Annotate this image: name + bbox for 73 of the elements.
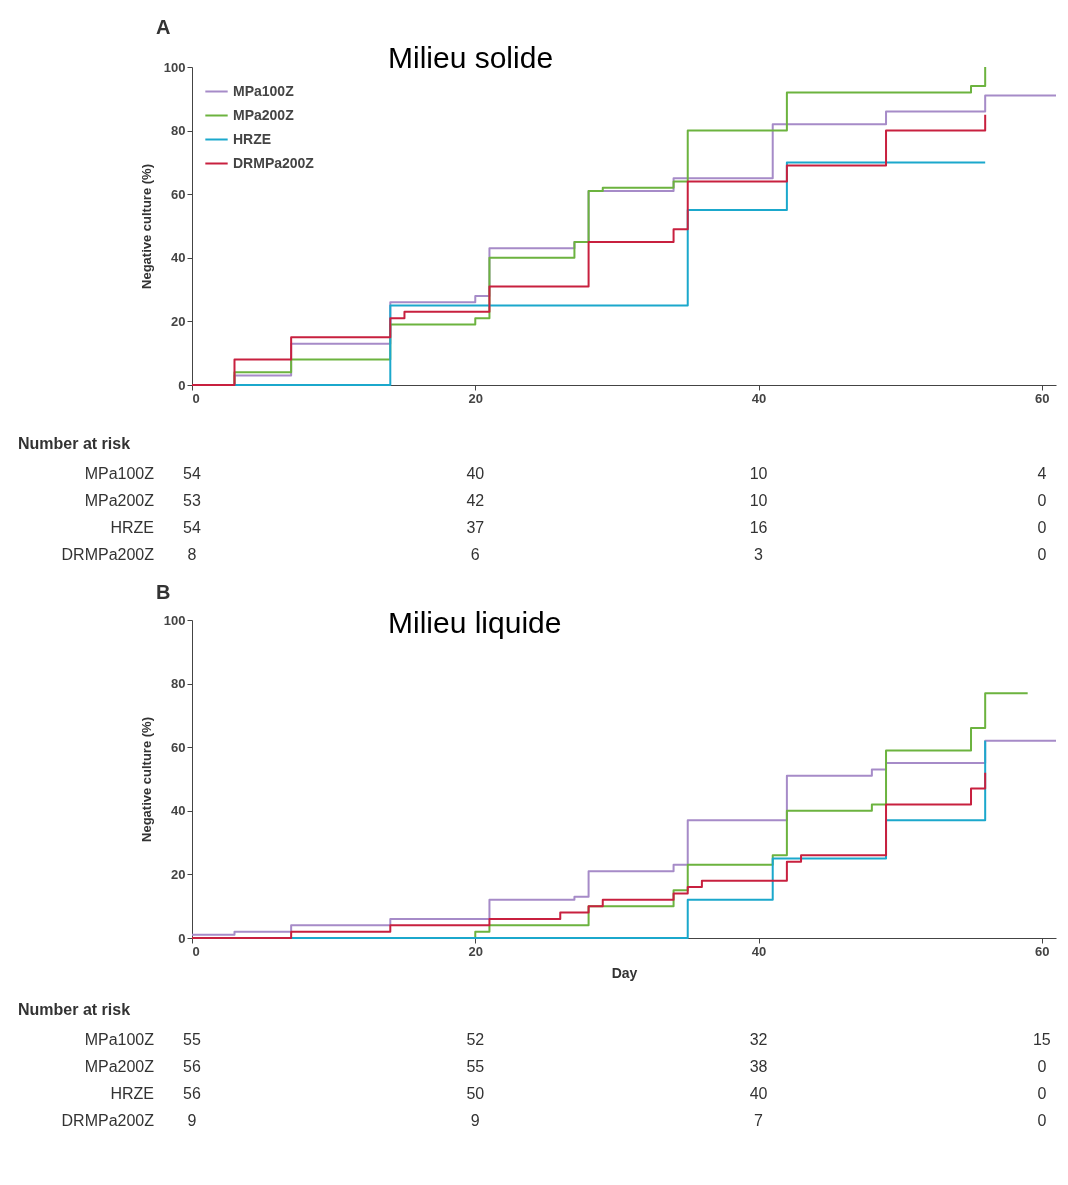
legend-label: MPa200Z: [233, 106, 295, 123]
text: 37: [466, 519, 485, 536]
legend-label: MPa100Z: [233, 82, 295, 99]
text: 0: [1037, 519, 1047, 536]
y-tick-label: 20: [171, 313, 186, 329]
text: 6: [470, 546, 480, 563]
text: 40: [466, 465, 485, 482]
text: 55: [183, 1031, 201, 1048]
text: MPa100Z: [84, 465, 155, 482]
text: 54: [183, 465, 201, 482]
y-tick-label: 40: [171, 803, 186, 819]
text: MPa100Z: [84, 1031, 155, 1048]
x-tick-label: 0: [192, 390, 200, 406]
x-axis-title: Day: [611, 964, 638, 981]
text: 7: [754, 1112, 764, 1129]
text: 3: [754, 546, 764, 563]
text: 10: [749, 492, 768, 509]
chart-subtitle: Milieu solide: [388, 41, 554, 74]
text: 56: [183, 1085, 201, 1102]
x-tick-label: 40: [751, 390, 767, 406]
text: 32: [749, 1031, 768, 1048]
x-tick-label: 60: [1035, 943, 1050, 959]
y-axis-title: Negative culture (%): [138, 164, 154, 289]
text: MPa200Z: [84, 492, 155, 509]
text: DRMPa200Z: [61, 546, 155, 563]
y-tick-label: 60: [171, 186, 186, 202]
text: 0: [1037, 1085, 1047, 1102]
x-tick-label: 40: [751, 943, 767, 959]
x-tick-label: 20: [468, 390, 484, 406]
text: 10: [749, 465, 768, 482]
chart-title: B: [156, 581, 171, 603]
y-tick-label: 100: [163, 612, 186, 628]
text: 0: [1037, 1058, 1047, 1075]
text: HRZE: [110, 519, 154, 536]
text: 52: [466, 1031, 485, 1048]
y-tick-label: 60: [171, 739, 186, 755]
text: Number at risk: [18, 435, 131, 452]
text: 16: [749, 519, 768, 536]
legend-label: DRMPa200Z: [233, 154, 315, 171]
y-axis-title: Negative culture (%): [138, 717, 154, 842]
text: 56: [183, 1058, 201, 1075]
y-tick-label: 0: [178, 377, 186, 393]
y-tick-label: 80: [171, 123, 186, 139]
x-tick-label: 60: [1035, 390, 1050, 406]
text: 38: [749, 1058, 768, 1075]
y-tick-label: 80: [171, 676, 186, 692]
text: MPa200Z: [84, 1058, 155, 1075]
text: 42: [466, 492, 485, 509]
y-tick-label: 0: [178, 930, 186, 946]
y-tick-label: 40: [171, 250, 186, 266]
text: 0: [1037, 1112, 1047, 1129]
text: 0: [1037, 546, 1047, 563]
text: HRZE: [110, 1085, 154, 1102]
x-tick-label: 0: [192, 943, 200, 959]
text: 55: [466, 1058, 485, 1075]
text: 53: [183, 492, 201, 509]
text: 40: [749, 1085, 768, 1102]
text: 9: [187, 1112, 197, 1129]
text: 8: [187, 546, 197, 563]
text: Number at risk: [18, 1001, 131, 1018]
x-tick-label: 20: [468, 943, 484, 959]
chart-title: A: [156, 16, 171, 38]
chart-subtitle: Milieu liquide: [388, 606, 562, 639]
legend-label: HRZE: [233, 130, 272, 147]
text: 54: [183, 519, 201, 536]
text: 4: [1037, 465, 1047, 482]
text: 50: [466, 1085, 485, 1102]
text: 0: [1037, 492, 1047, 509]
y-tick-label: 100: [163, 59, 186, 75]
y-tick-label: 20: [171, 866, 186, 882]
text: 15: [1032, 1031, 1051, 1048]
text: 9: [470, 1112, 480, 1129]
text: DRMPa200Z: [61, 1112, 155, 1129]
